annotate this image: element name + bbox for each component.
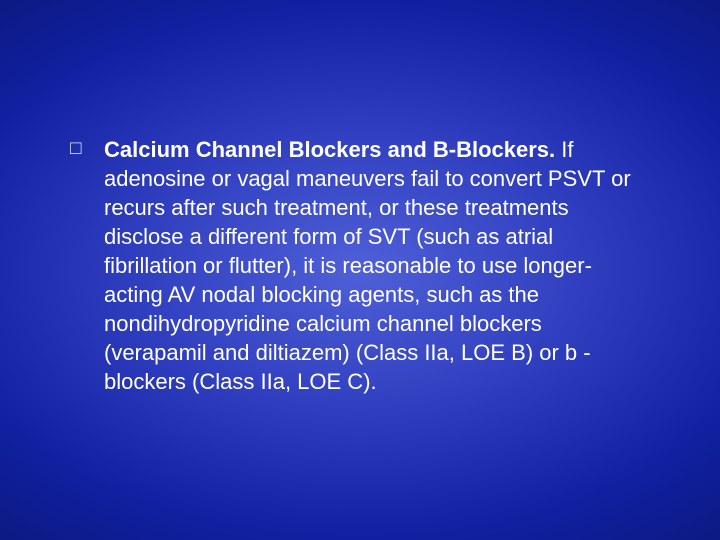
bullet-item: □ Calcium Channel Blockers and Β-Blocker… (70, 135, 650, 396)
heading-text: Calcium Channel Blockers and Β-Blockers. (104, 137, 555, 162)
bullet-content: Calcium Channel Blockers and Β-Blockers.… (104, 135, 650, 396)
slide: □ Calcium Channel Blockers and Β-Blocker… (0, 0, 720, 540)
bullet-marker: □ (70, 135, 104, 163)
body-text: If adenosine or vagal maneuvers fail to … (104, 137, 631, 394)
